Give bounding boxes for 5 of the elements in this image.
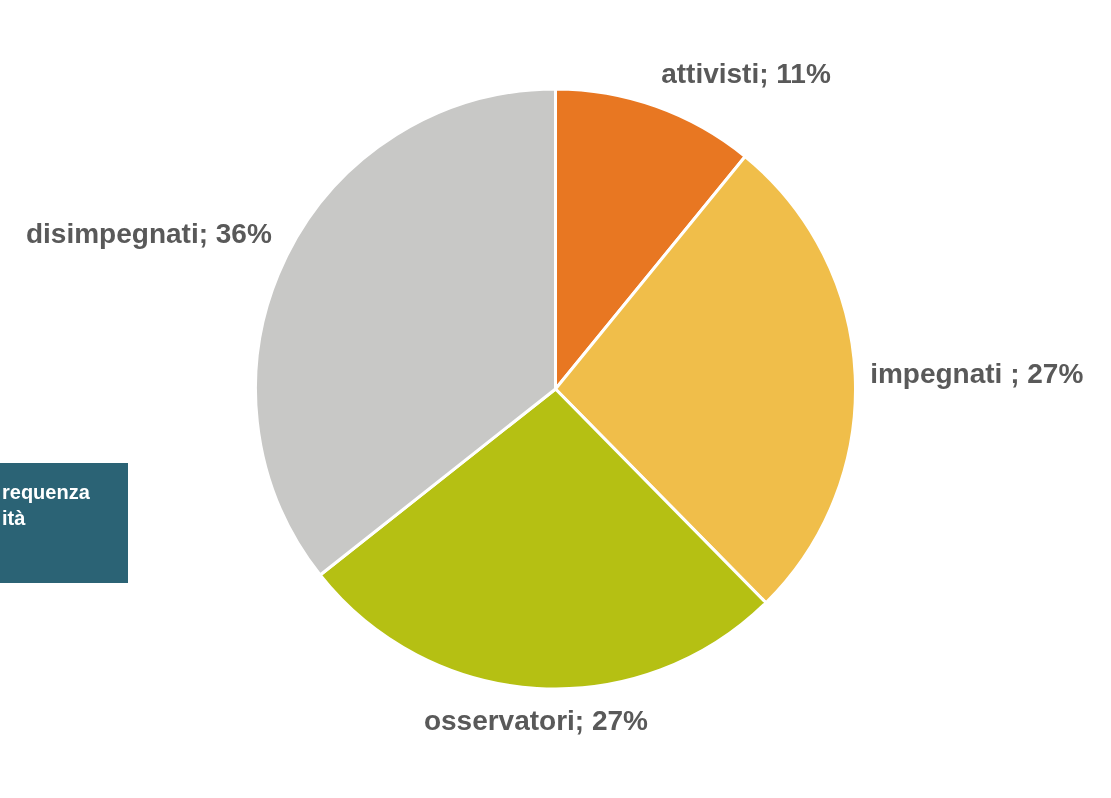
slice-label: attivisti; 11%: [661, 57, 831, 92]
slice-label: disimpegnati; 36%: [25, 216, 272, 251]
slice-label: impegnati ; 27%: [870, 357, 1084, 392]
text: requenza ità: [0, 463, 128, 583]
slice-label: osservatori; 27%: [423, 704, 649, 739]
